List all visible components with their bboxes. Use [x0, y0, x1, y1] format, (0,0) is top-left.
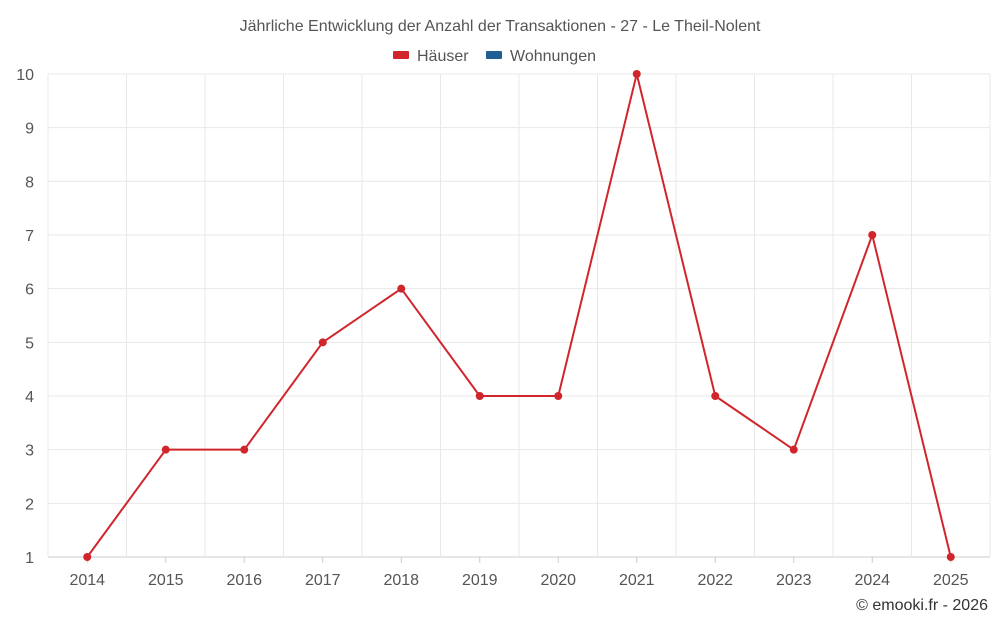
data-point-2022[interactable]	[711, 392, 720, 400]
x-tick-label-2014: 2014	[69, 572, 105, 589]
y-tick-label-1: 1	[25, 550, 34, 567]
legend-label-haeuser: Häuser	[417, 48, 469, 65]
data-point-2014[interactable]	[83, 553, 92, 561]
legend: Häuser Wohnungen	[393, 48, 596, 65]
x-tick-label-2022: 2022	[697, 572, 733, 589]
data-point-2016[interactable]	[240, 445, 249, 454]
data-point-2023[interactable]	[789, 445, 798, 454]
series-line-0	[86, 73, 952, 558]
y-axis: 1 2 3 4 5 6 7 8 9 10	[16, 67, 34, 567]
x-tick-label-2017: 2017	[305, 572, 341, 589]
x-tick-label-2018: 2018	[383, 572, 419, 589]
y-tick-label-6: 6	[25, 282, 34, 299]
x-tick-label-2020: 2020	[540, 572, 576, 589]
x-tick-label-2024: 2024	[854, 572, 890, 589]
data-point-2017[interactable]	[318, 338, 327, 347]
y-tick-label-5: 5	[25, 335, 34, 352]
data-point-2025[interactable]	[946, 553, 955, 561]
x-tick-label-2015: 2015	[148, 572, 184, 589]
y-tick-label-9: 9	[25, 121, 34, 138]
data-point-2021[interactable]	[632, 70, 641, 78]
y-tick-label-3: 3	[25, 443, 34, 460]
y-tick-label-7: 7	[25, 228, 34, 245]
data-point-2024[interactable]	[868, 231, 877, 239]
legend-swatch-wohnungen	[486, 51, 502, 59]
x-tick-label-2021: 2021	[619, 572, 655, 589]
y-tick-label-2: 2	[25, 496, 34, 513]
legend-item-haeuser[interactable]: Häuser	[393, 48, 469, 65]
x-tick-label-2025: 2025	[933, 572, 969, 589]
legend-item-wohnungen[interactable]: Wohnungen	[486, 48, 596, 65]
y-tick-label-4: 4	[25, 389, 34, 406]
gridlines	[47, 73, 991, 558]
data-point-2018[interactable]	[397, 284, 406, 293]
y-tick-label-10: 10	[16, 67, 34, 84]
data-point-2020[interactable]	[554, 392, 563, 400]
x-axis: 2014 2015 2016 2017 2018 2019 2020 2021 2022 2023…	[69, 557, 969, 589]
legend-swatch-haeuser	[393, 51, 409, 59]
x-tick-label-2016: 2016	[226, 572, 262, 589]
chart-title: Jährliche Entwicklung der Anzahl der Tra…	[240, 18, 761, 35]
series-haeuser	[83, 70, 955, 561]
credit-text: © emooki.fr - 2026	[856, 597, 988, 614]
x-tick-label-2023: 2023	[776, 572, 812, 589]
legend-label-wohnungen: Wohnungen	[510, 48, 596, 65]
data-point-2019[interactable]	[475, 392, 484, 400]
x-tick-label-2019: 2019	[462, 572, 498, 589]
y-tick-label-8: 8	[25, 174, 34, 191]
data-point-2015[interactable]	[161, 445, 170, 454]
